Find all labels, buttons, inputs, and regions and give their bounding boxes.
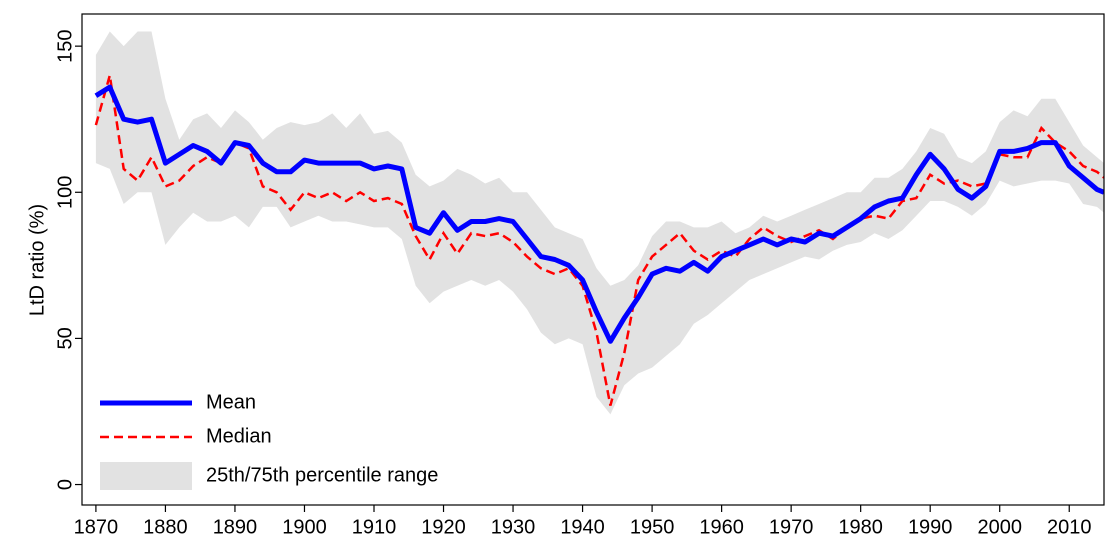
x-tick-label: 1900 — [282, 516, 327, 536]
y-axis-label: LtD ratio (%) — [26, 204, 48, 316]
x-tick-label: 1880 — [143, 516, 188, 536]
y-tick-label: 0 — [54, 479, 76, 490]
median-line — [94, 75, 1104, 406]
x-tick-label: 2010 — [1047, 516, 1092, 536]
x-tick-label: 1920 — [421, 516, 466, 536]
legend-label: 25th/75th percentile range — [206, 464, 438, 486]
y-tick-label: 50 — [54, 327, 76, 349]
x-tick-label: 1930 — [491, 516, 536, 536]
x-tick-label: 1990 — [908, 516, 953, 536]
plot-frame — [81, 13, 1105, 506]
x-tick-label: 2000 — [977, 516, 1022, 536]
x-tick-label: 1960 — [699, 516, 744, 536]
legend-label: Median — [206, 425, 272, 447]
percentile-band — [95, 31, 1104, 415]
legend-label: Mean — [206, 391, 256, 413]
x-tick-label: 1980 — [838, 516, 883, 536]
x-tick-label: 1890 — [213, 516, 258, 536]
y-tick-label: 100 — [54, 176, 76, 209]
x-tick-label: 1950 — [630, 516, 675, 536]
x-tick-label: 1940 — [560, 516, 605, 536]
y-tick-label: 150 — [54, 29, 76, 62]
legend-swatch — [100, 462, 192, 490]
x-tick-label: 1970 — [769, 516, 814, 536]
x-tick-label: 1910 — [352, 516, 397, 536]
mean-line — [94, 84, 1104, 344]
x-tick-label: 1870 — [74, 516, 119, 536]
plot-area — [94, 31, 1104, 415]
